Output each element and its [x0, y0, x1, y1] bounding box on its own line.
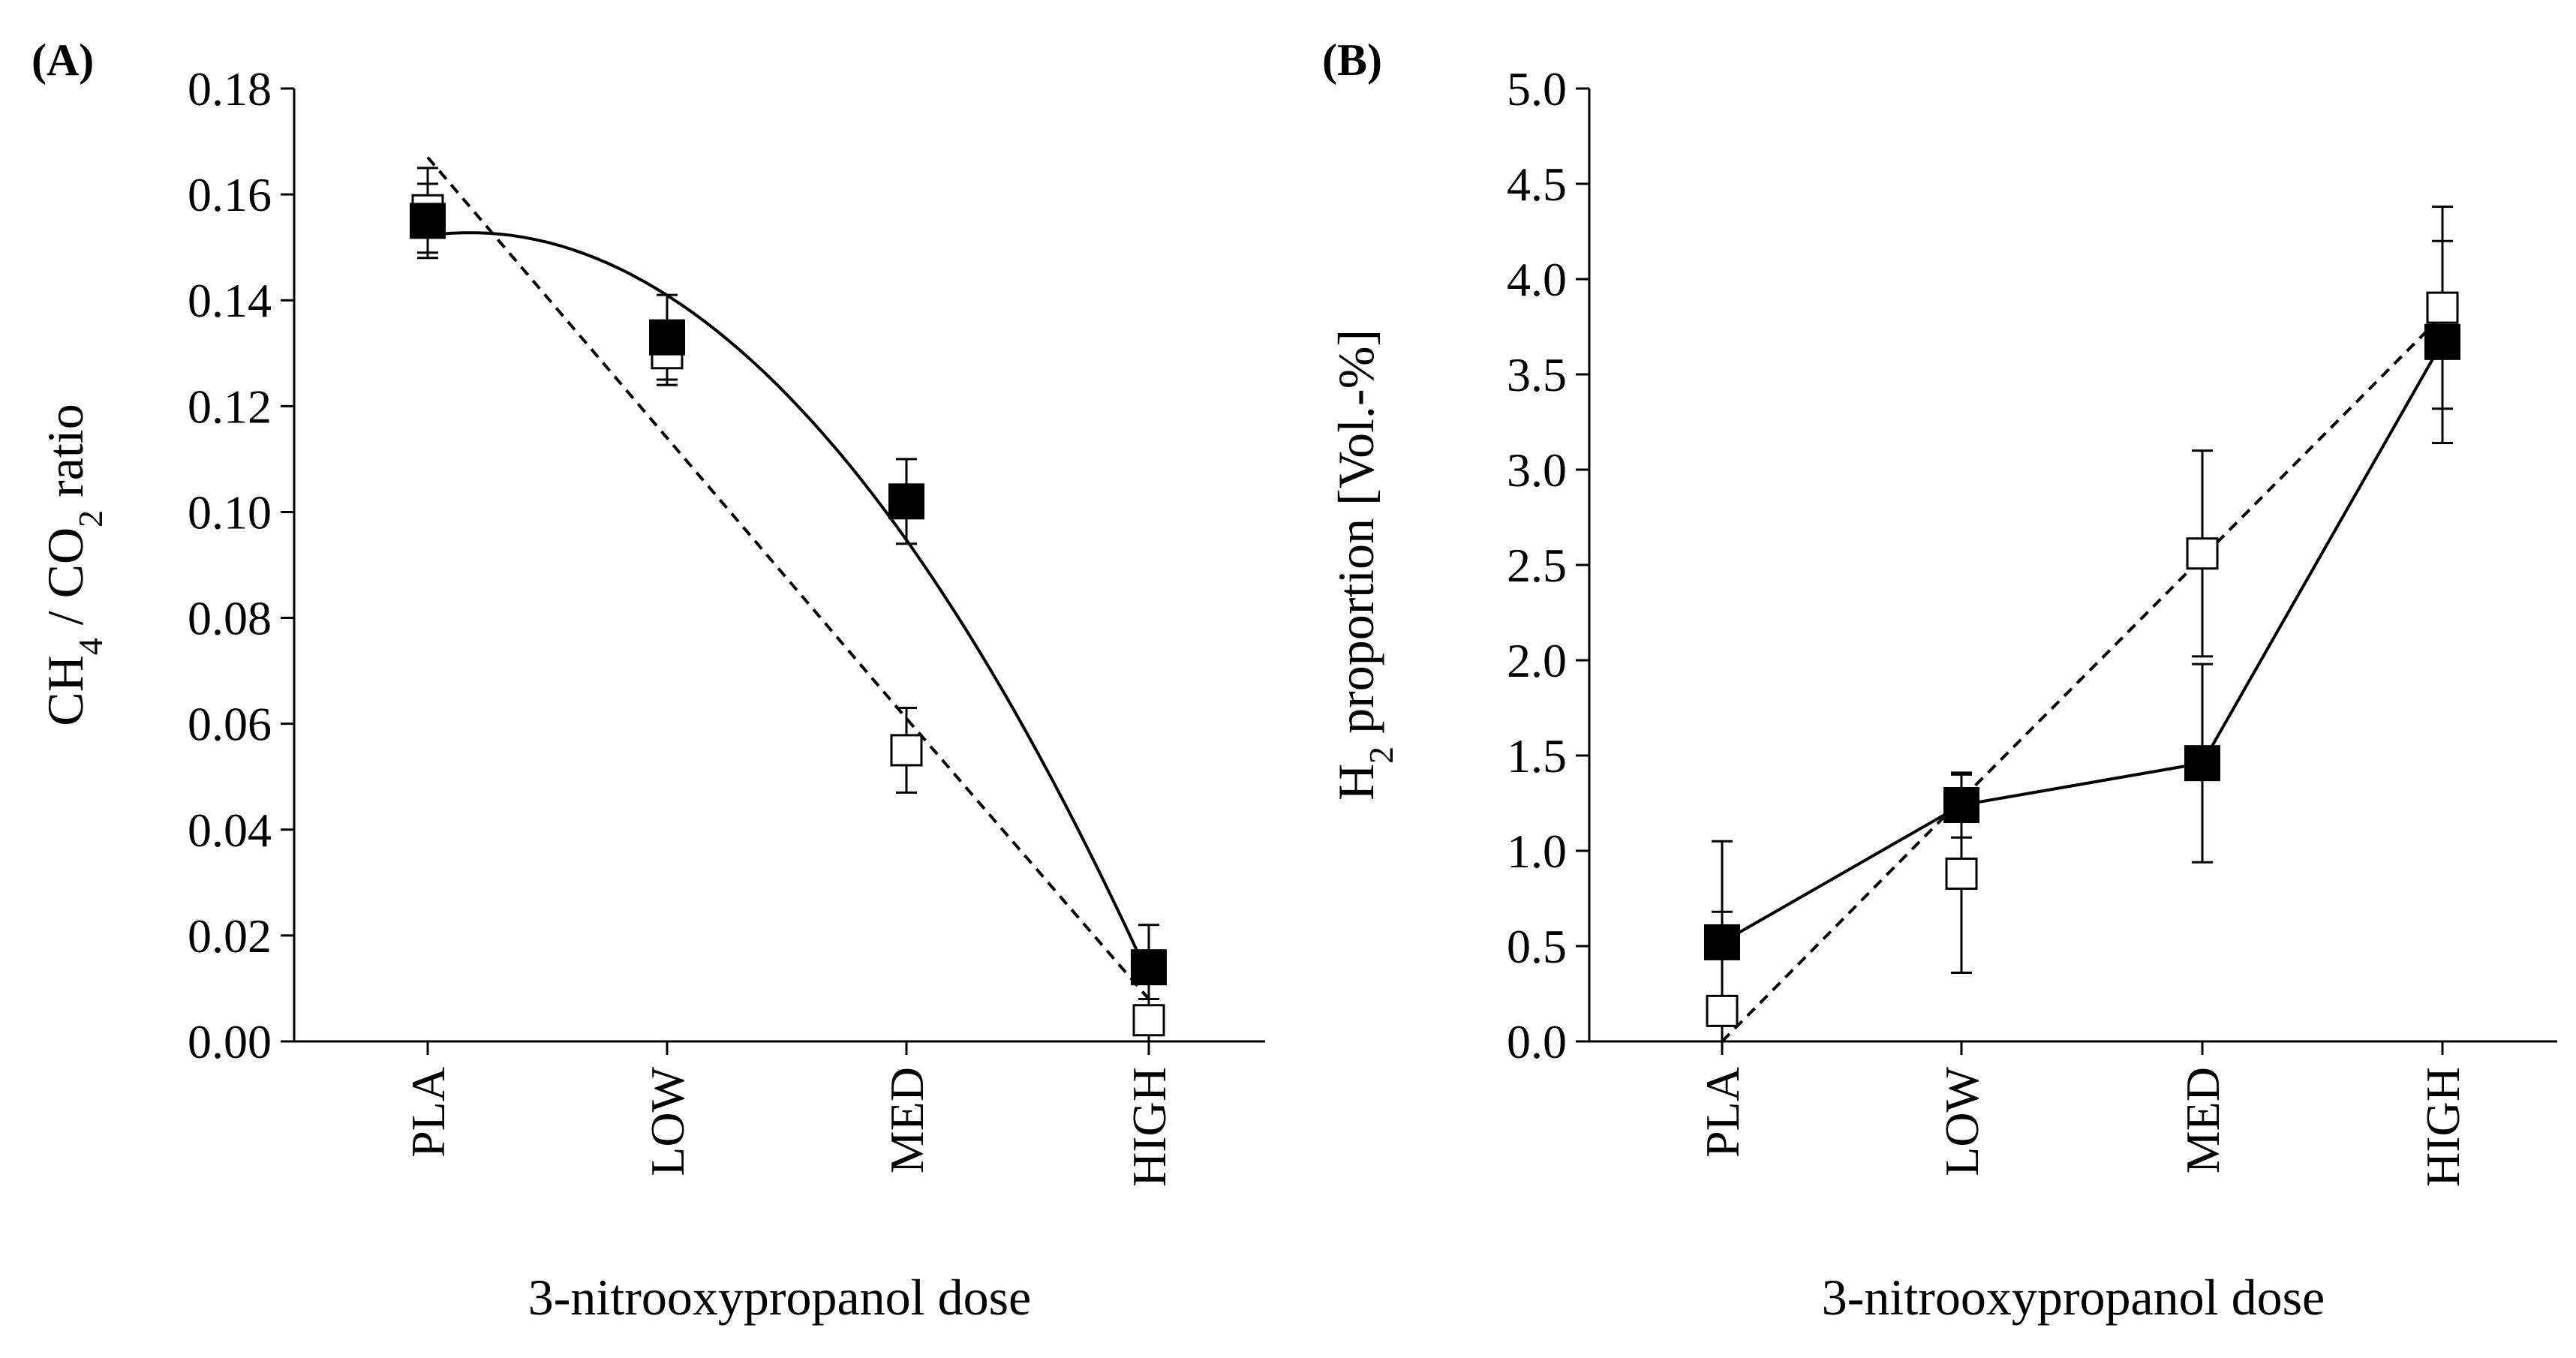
open-square-point — [1706, 994, 1739, 1027]
trend-line-dashed — [426, 156, 1150, 1000]
panel-b-lines — [1721, 314, 2444, 1043]
filled-square-point — [649, 319, 685, 356]
panel-b-x-axis-label: 3-nitrooxypropanol dose — [1822, 1269, 2325, 1326]
y-tick-label: 1.0 — [1507, 825, 1567, 878]
x-tick-label: LOW — [641, 1066, 694, 1176]
y-label-text: / CO — [37, 527, 94, 638]
x-tick-label: LOW — [1935, 1066, 1988, 1176]
y-tick-label: 4.5 — [1507, 158, 1567, 211]
y-label-text: proportion [Vol.-%] — [1327, 329, 1384, 747]
panel-a-error-bars — [417, 167, 1159, 1043]
panel-b-points — [1704, 291, 2460, 1027]
y-tick-label: 2.0 — [1507, 634, 1567, 687]
trend-line-dashed — [1721, 314, 2444, 1043]
y-tick-label: 0.04 — [188, 804, 272, 857]
y-tick-label: 1.5 — [1507, 729, 1567, 783]
panel-a-x-ticks: PLA LOW MED HIGH — [401, 1041, 1176, 1187]
panel-b-y-ticks: 0.0 0.5 1.0 1.5 2.0 2.5 3.0 3.5 4.0 4.5 5.0 — [1507, 62, 1589, 1068]
x-tick-label: MED — [2176, 1067, 2229, 1173]
y-tick-label: 0.18 — [188, 62, 272, 116]
x-tick-label: PLA — [1696, 1067, 1749, 1158]
panel-a-label: (A) — [32, 35, 94, 85]
y-label-text: H — [1327, 764, 1384, 801]
y-label-subscript: 4 — [71, 638, 110, 655]
filled-square-point — [1704, 924, 1740, 960]
y-tick-label: 0.16 — [188, 168, 272, 221]
open-square-point — [890, 734, 923, 767]
y-tick-label: 0.02 — [188, 909, 272, 963]
y-tick-label: 0.14 — [188, 274, 272, 327]
open-square-point — [2186, 537, 2219, 570]
panel-a-y-axis-label: CH4 / CO2 ratio — [37, 404, 110, 726]
panel-b-y-axis-label: H2 proportion [Vol.-%] — [1327, 329, 1400, 801]
open-square-point — [2426, 291, 2459, 324]
filled-square-point — [410, 203, 446, 239]
filled-square-point — [2184, 745, 2220, 782]
y-label-text: ratio — [37, 404, 94, 510]
panel-b-x-ticks: PLA LOW MED HIGH — [1696, 1041, 2469, 1187]
x-tick-label: MED — [880, 1067, 933, 1173]
panel-a: (A) 0.00 0.02 0.04 0.06 0.08 0.10 0.12 0.14 0.16… — [32, 35, 1265, 1326]
panel-a-y-ticks: 0.00 0.02 0.04 0.06 0.08 0.10 0.12 0.14 0.16 0.18 — [188, 62, 294, 1068]
panel-b: (B) 0.0 0.5 1.0 1.5 2.0 2.5 3.0 3.5 4.0 4.5 5.0 PL… — [1322, 35, 2557, 1326]
y-tick-label: 3.5 — [1507, 348, 1567, 401]
y-tick-label: 2.5 — [1507, 539, 1567, 592]
open-square-point — [1945, 857, 1978, 890]
panel-a-points — [410, 194, 1167, 1037]
x-tick-label: HIGH — [2416, 1067, 2469, 1187]
y-label-subscript: 2 — [1362, 747, 1400, 764]
x-tick-label: HIGH — [1123, 1067, 1176, 1187]
y-tick-label: 0.12 — [188, 380, 272, 433]
y-tick-label: 5.0 — [1507, 62, 1567, 116]
panel-b-label: (B) — [1322, 35, 1382, 85]
y-label-subscript: 2 — [71, 510, 110, 527]
y-tick-label: 0.0 — [1507, 1015, 1567, 1068]
y-tick-label: 0.00 — [188, 1015, 272, 1068]
y-tick-label: 4.0 — [1507, 253, 1567, 306]
y-tick-label: 3.0 — [1507, 443, 1567, 497]
x-tick-label: PLA — [401, 1067, 455, 1158]
y-label-text: CH — [37, 655, 94, 726]
series-line-solid — [1721, 341, 2444, 944]
y-tick-label: 0.5 — [1507, 920, 1567, 973]
trend-line-solid — [427, 231, 1150, 978]
y-tick-label: 0.06 — [188, 698, 272, 751]
y-tick-label: 0.08 — [188, 592, 272, 645]
open-square-point — [1132, 1004, 1165, 1037]
filled-square-point — [1131, 949, 1167, 986]
panel-b-error-bars — [1712, 205, 2453, 1043]
panel-a-trend-lines — [426, 156, 1150, 1000]
filled-square-point — [888, 483, 924, 520]
panel-a-x-axis-label: 3-nitrooxypropanol dose — [528, 1269, 1031, 1326]
filled-square-point — [2424, 323, 2460, 360]
y-tick-label: 0.10 — [188, 485, 272, 539]
filled-square-point — [1943, 787, 1979, 824]
